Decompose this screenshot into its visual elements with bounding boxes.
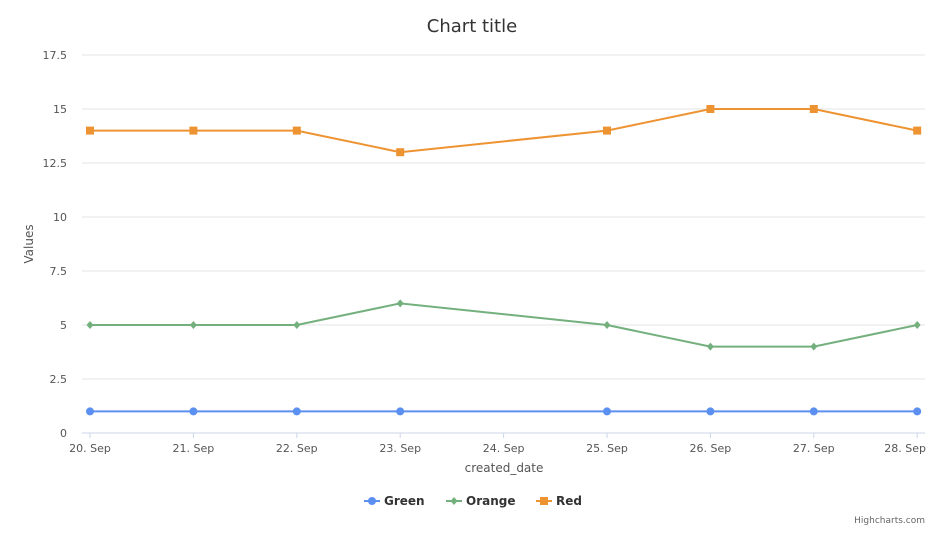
legend-label-orange: Orange [466, 494, 516, 508]
data-point-green[interactable] [292, 407, 301, 416]
data-point-orange[interactable] [603, 321, 611, 329]
x-tick-label: 20. Sep [69, 442, 111, 455]
data-point-orange[interactable] [189, 321, 197, 329]
y-tick-label: 0 [60, 427, 67, 440]
data-point-green[interactable] [913, 407, 922, 416]
data-point-red[interactable] [913, 126, 922, 135]
y-tick-label: 15 [53, 103, 67, 116]
series-orange [86, 299, 921, 351]
y-tick-label: 5 [60, 319, 67, 332]
legend-item-green[interactable]: Green [364, 494, 425, 508]
data-point-orange[interactable] [293, 321, 301, 329]
legend: Green Orange Red [364, 494, 582, 508]
data-point-orange[interactable] [810, 342, 818, 351]
data-point-red[interactable] [396, 148, 405, 157]
x-tick-label: 26. Sep [690, 442, 732, 455]
data-point-green[interactable] [603, 407, 611, 416]
data-point-red[interactable] [86, 126, 94, 135]
legend-marker-red[interactable] [540, 497, 548, 505]
y-tick-label: 17.5 [43, 49, 68, 62]
data-point-red[interactable] [189, 126, 198, 135]
data-point-green[interactable] [189, 407, 198, 416]
y-axis-title: Values [22, 224, 36, 263]
series-green [86, 407, 922, 416]
legend-label-red: Red [556, 494, 582, 508]
legend-item-orange[interactable]: Orange [446, 494, 516, 508]
series-layer [86, 105, 922, 416]
x-tick-label: 27. Sep [793, 442, 835, 455]
data-point-orange[interactable] [706, 342, 714, 351]
credits-link[interactable]: Highcharts.com [854, 516, 925, 526]
y-tick-label: 2.5 [50, 373, 68, 386]
legend-item-red[interactable]: Red [536, 494, 582, 508]
data-point-red[interactable] [603, 126, 611, 135]
data-point-orange[interactable] [396, 299, 404, 308]
legend-marker-green[interactable] [368, 497, 376, 505]
x-tick-label: 22. Sep [276, 442, 318, 455]
data-point-red[interactable] [706, 105, 715, 113]
x-tick-label: 24. Sep [483, 442, 525, 455]
series-line-orange [90, 302, 918, 348]
y-tick-label: 10 [53, 211, 67, 224]
data-point-green[interactable] [396, 407, 405, 416]
data-point-red[interactable] [292, 126, 301, 135]
series-line-red [90, 108, 918, 154]
y-axis-ticks: 0 2.5 5 7.5 10 12.5 15 17.5 [43, 49, 68, 440]
legend-label-green: Green [384, 494, 425, 508]
data-point-green[interactable] [809, 407, 818, 416]
data-point-orange[interactable] [913, 321, 921, 329]
x-tick-label: 28. Sep [884, 442, 926, 455]
x-tick-label: 23. Sep [379, 442, 421, 455]
x-axis-title: created_date [465, 461, 544, 475]
series-red [86, 105, 922, 157]
x-tick-label: 25. Sep [586, 442, 628, 455]
chart-title: Chart title [427, 16, 517, 37]
y-tick-label: 7.5 [50, 265, 68, 278]
legend-marker-orange[interactable] [450, 497, 458, 505]
y-tick-label: 12.5 [43, 157, 68, 170]
data-point-green[interactable] [86, 407, 94, 416]
data-point-green[interactable] [706, 407, 715, 416]
grid-lines [82, 54, 925, 380]
data-point-red[interactable] [809, 105, 818, 113]
x-axis-ticks: 20. Sep 21. Sep 22. Sep 23. Sep 24. Sep 25. S… [69, 433, 926, 455]
x-tick-label: 21. Sep [173, 442, 215, 455]
data-point-orange[interactable] [86, 321, 94, 329]
